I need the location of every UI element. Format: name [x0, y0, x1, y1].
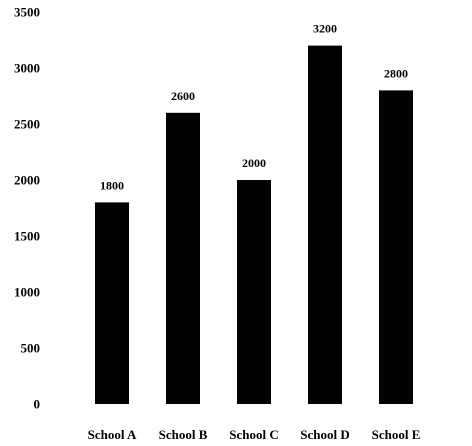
x-tick-label: School E: [372, 427, 421, 442]
y-tick-label: 500: [21, 341, 41, 356]
data-label: 2000: [242, 156, 266, 170]
bars: [95, 45, 413, 405]
y-tick-label: 3000: [14, 61, 40, 76]
x-tick-label: School A: [88, 427, 137, 442]
bar: [166, 112, 200, 405]
y-tick-label: 0: [34, 397, 41, 412]
data-label: 2600: [171, 89, 195, 103]
y-tick-label: 2500: [14, 117, 40, 132]
x-tick-label: School C: [229, 427, 278, 442]
data-label: 1800: [100, 178, 124, 192]
x-tick-label: School B: [159, 427, 208, 442]
y-tick-label: 3500: [14, 5, 40, 20]
y-tick-label: 2000: [14, 173, 40, 188]
y-tick-label: 1000: [14, 285, 40, 300]
x-tick-label: School D: [300, 427, 349, 442]
y-tick-label: 1500: [14, 229, 40, 244]
data-labels: 1800 2600 2000 3200 2800: [100, 22, 408, 193]
bar: [237, 180, 271, 404]
y-axis: 0 500 1000 1500 2000 2500 3000 3500: [14, 5, 40, 412]
bar: [308, 45, 342, 404]
data-label: 3200: [313, 22, 337, 36]
x-axis: School A School B School C School D School E: [88, 427, 421, 442]
bar: [95, 202, 129, 404]
data-label: 2800: [384, 66, 408, 80]
bar: [379, 90, 413, 405]
